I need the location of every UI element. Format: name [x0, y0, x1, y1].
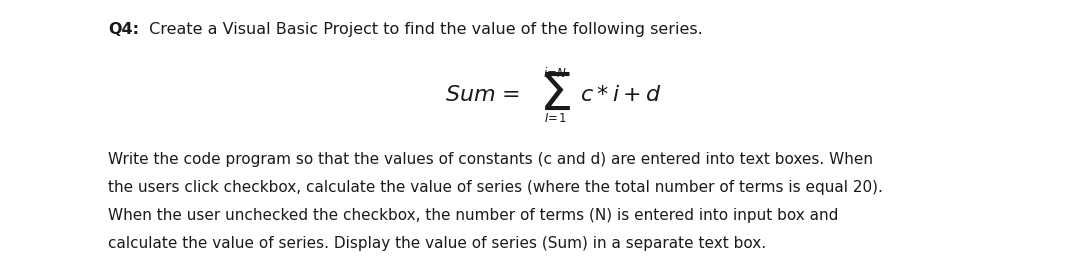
Text: $\Sigma$: $\Sigma$ — [539, 70, 571, 122]
Text: calculate the value of series. Display the value of series (Sum) in a separate t: calculate the value of series. Display t… — [108, 236, 766, 251]
Text: the users click checkbox, calculate the value of series (where the total number : the users click checkbox, calculate the … — [108, 180, 882, 195]
Text: $i\!=\!N$: $i\!=\!N$ — [543, 66, 567, 80]
Text: Create a Visual Basic Project to find the value of the following series.: Create a Visual Basic Project to find th… — [144, 22, 703, 37]
Text: $I\!=\!1$: $I\!=\!1$ — [543, 113, 566, 125]
Text: $\mathit{Sum}$ =: $\mathit{Sum}$ = — [445, 85, 521, 105]
Text: When the user unchecked the checkbox, the number of terms (N) is entered into in: When the user unchecked the checkbox, th… — [108, 208, 838, 223]
Text: $\mathit{c} * \mathit{i} + \mathit{d}$: $\mathit{c} * \mathit{i} + \mathit{d}$ — [580, 85, 662, 105]
Text: Write the code program so that the values of constants (c and d) are entered int: Write the code program so that the value… — [108, 152, 873, 167]
Text: Q4:: Q4: — [108, 22, 139, 37]
